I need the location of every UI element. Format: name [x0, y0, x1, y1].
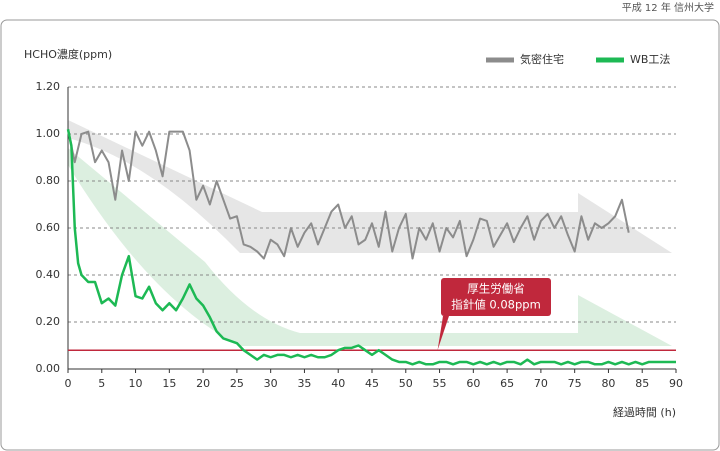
- x-tick-label: 60: [466, 377, 480, 390]
- y-tick-label: 0.00: [36, 362, 61, 375]
- x-axis-label: 経過時間 (h): [613, 406, 676, 419]
- x-tick-label: 85: [635, 377, 649, 390]
- x-tick-label: 80: [601, 377, 615, 390]
- legend-label: WB工法: [630, 52, 670, 66]
- x-tick-label: 65: [500, 377, 514, 390]
- green-trend-band: [68, 148, 672, 346]
- source: 平成 12 年 信州大学: [622, 1, 714, 14]
- x-tick-label: 70: [534, 377, 548, 390]
- gray-trend-band: [68, 120, 672, 253]
- y-tick-label: 0.40: [36, 268, 61, 281]
- x-tick-label: 15: [162, 377, 176, 390]
- x-tick-label: 75: [568, 377, 582, 390]
- y-tick-label: 0.80: [36, 174, 61, 187]
- annotation-box: [441, 278, 551, 316]
- x-tick-label: 50: [399, 377, 413, 390]
- legend-label: 気密住宅: [520, 52, 564, 66]
- x-tick-label: 20: [196, 377, 210, 390]
- x-tick-label: 30: [264, 377, 278, 390]
- y-tick-label: 1.00: [36, 127, 61, 140]
- x-tick-label: 35: [297, 377, 311, 390]
- annotation-text: 厚生労働省: [467, 282, 525, 296]
- x-tick-label: 45: [365, 377, 379, 390]
- y-tick-label: 0.60: [36, 221, 61, 234]
- series-line: [66, 129, 676, 366]
- x-tick-label: 55: [433, 377, 447, 390]
- x-tick-label: 10: [129, 377, 143, 390]
- x-tick-label: 90: [669, 377, 683, 390]
- y-tick-label: 0.20: [36, 315, 61, 328]
- x-tick-label: 40: [331, 377, 345, 390]
- x-tick-label: 5: [98, 377, 105, 390]
- annotation-pointer: [437, 316, 449, 351]
- x-tick-label: 25: [230, 377, 244, 390]
- y-tick-label: 1.20: [36, 80, 61, 93]
- y-axis-label: HCHO濃度(ppm): [24, 47, 112, 61]
- x-tick-label: 0: [65, 377, 72, 390]
- series-line: [67, 129, 630, 260]
- annotation-text: 指針値 0.08ppm: [451, 298, 541, 312]
